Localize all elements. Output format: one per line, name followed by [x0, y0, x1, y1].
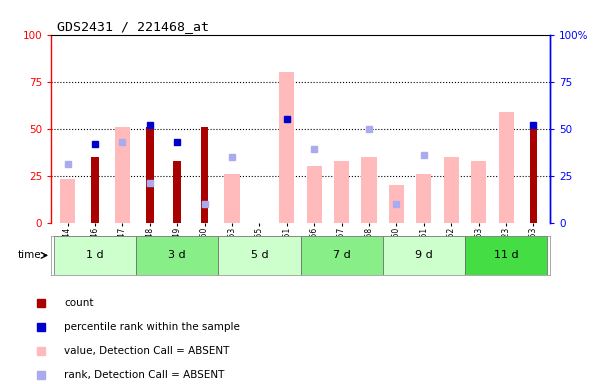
Bar [383, 236, 465, 275]
Bar [416, 174, 432, 223]
Bar [389, 185, 404, 223]
Bar [224, 174, 240, 223]
Bar [465, 236, 547, 275]
Text: percentile rank within the sample: percentile rank within the sample [64, 322, 240, 333]
Bar [218, 236, 300, 275]
Text: GDS2431 / 221468_at: GDS2431 / 221468_at [57, 20, 209, 33]
Bar [498, 112, 514, 223]
Text: count: count [64, 298, 94, 308]
Text: 9 d: 9 d [415, 250, 433, 260]
Bar [136, 236, 218, 275]
Bar [60, 179, 75, 223]
Text: rank, Detection Call = ABSENT: rank, Detection Call = ABSENT [64, 370, 225, 381]
Bar [529, 129, 537, 223]
Text: 1 d: 1 d [86, 250, 104, 260]
Bar [146, 127, 154, 223]
Bar [279, 72, 294, 223]
Bar [361, 157, 377, 223]
Text: 11 d: 11 d [494, 250, 519, 260]
Text: time: time [17, 250, 41, 260]
Bar [201, 127, 209, 223]
Bar [173, 161, 181, 223]
Text: 3 d: 3 d [168, 250, 186, 260]
Bar [91, 157, 99, 223]
Bar [115, 127, 130, 223]
Bar [471, 161, 486, 223]
Bar [334, 161, 349, 223]
Text: 7 d: 7 d [333, 250, 350, 260]
Bar [444, 157, 459, 223]
Bar [307, 166, 322, 223]
Text: 5 d: 5 d [251, 250, 268, 260]
Bar [300, 236, 383, 275]
Text: value, Detection Call = ABSENT: value, Detection Call = ABSENT [64, 346, 230, 356]
Bar [54, 236, 136, 275]
